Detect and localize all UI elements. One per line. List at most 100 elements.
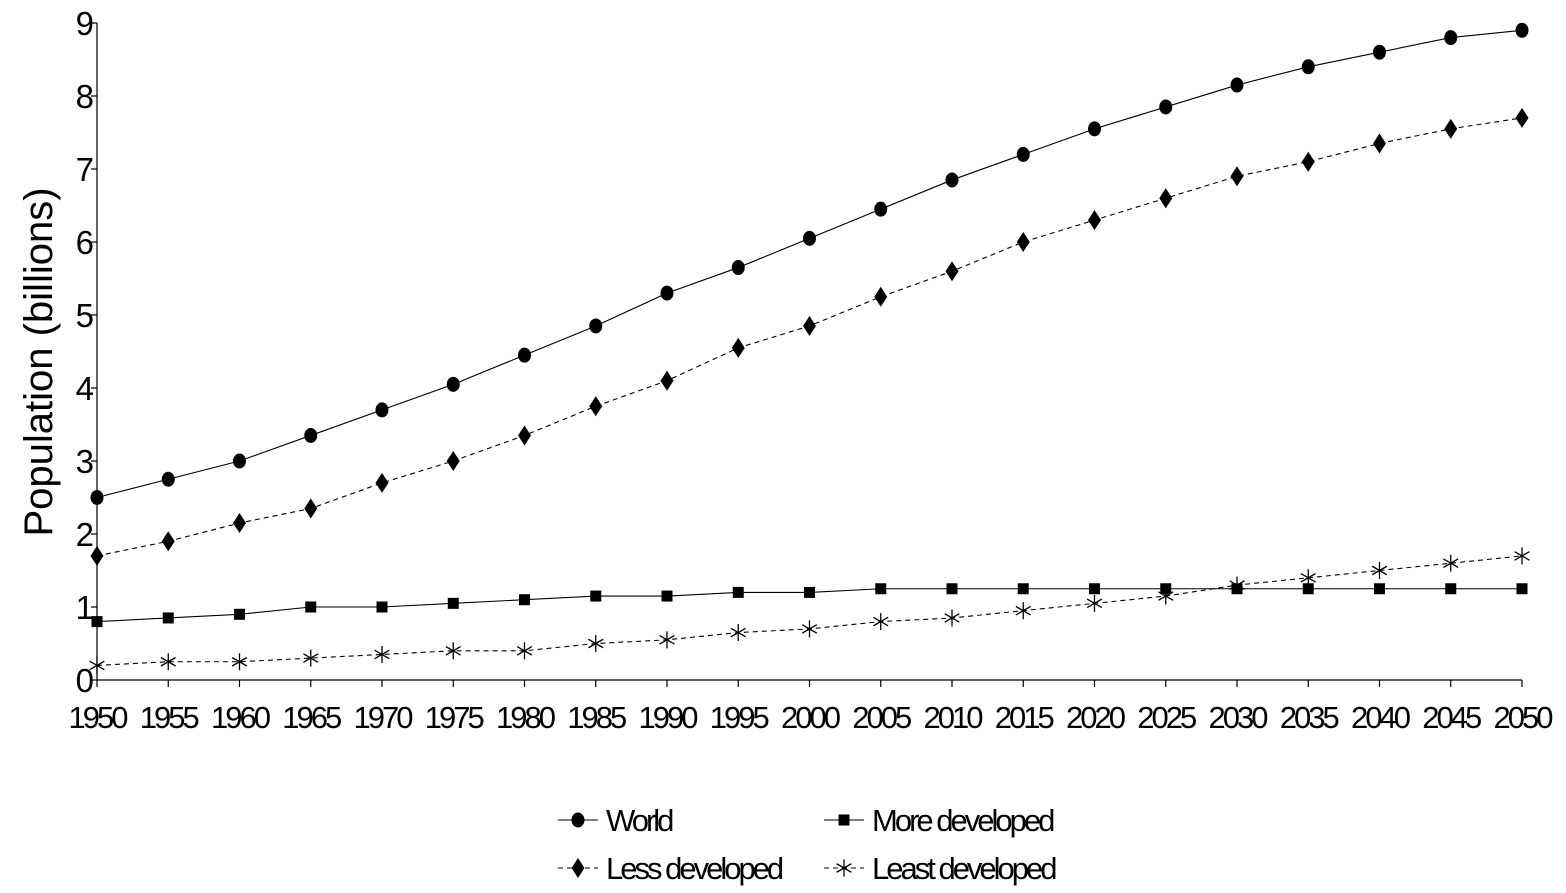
y-tick-label: 2 xyxy=(76,516,94,553)
x-tick-label: 1990 xyxy=(639,700,699,735)
x-tick-label: 2040 xyxy=(1351,700,1411,735)
data-point-world xyxy=(375,402,389,418)
data-point-less-developed xyxy=(446,451,460,471)
data-point-less-developed xyxy=(161,531,175,552)
data-point-more-developed xyxy=(590,590,602,602)
data-point-more-developed xyxy=(1516,583,1528,595)
x-tick-label: 1975 xyxy=(425,700,484,735)
data-point-less-developed xyxy=(1230,166,1244,187)
data-point-world xyxy=(589,318,603,334)
data-point-less-developed xyxy=(304,498,318,519)
y-tick-label: 3 xyxy=(76,443,94,480)
legend-label: World xyxy=(606,803,673,838)
y-tick-label: 4 xyxy=(76,370,94,407)
legend-label: Less developed xyxy=(606,851,783,886)
data-point-world xyxy=(803,230,816,246)
data-point-least-developed xyxy=(516,642,533,660)
x-tick-label: 1970 xyxy=(354,700,414,735)
data-point-world xyxy=(1016,146,1030,162)
x-tick-label: 1995 xyxy=(710,700,769,735)
legend-marker-less-developed xyxy=(571,858,585,878)
x-tick-label: 1955 xyxy=(140,700,199,735)
data-point-more-developed xyxy=(661,590,673,602)
data-point-less-developed xyxy=(803,315,816,336)
data-point-least-developed xyxy=(303,649,319,667)
y-tick-label: 8 xyxy=(76,78,94,115)
data-point-least-developed xyxy=(1300,569,1316,587)
data-point-world xyxy=(90,490,104,505)
series-world xyxy=(90,22,1529,505)
y-tick-label: 1 xyxy=(76,589,94,626)
x-tick-label: 2005 xyxy=(852,700,911,735)
data-point-world xyxy=(1230,77,1244,93)
legend-item-more-developed: More developed xyxy=(824,803,1057,838)
y-tick-label: 5 xyxy=(76,297,94,334)
data-point-world xyxy=(731,260,745,276)
data-point-less-developed xyxy=(1088,210,1101,231)
legend-marker-least-developed xyxy=(836,859,852,877)
data-point-less-developed xyxy=(375,472,389,493)
legend: World More developed Less developed Least d… xyxy=(558,803,1059,886)
data-point-least-developed xyxy=(801,620,818,638)
data-point-least-developed xyxy=(659,631,675,649)
axes: 0 1 2 3 4 5 6 7 8 9 1950 1955 1960 1965 1970 1975 1980 19… xyxy=(69,5,1557,735)
data-point-more-developed xyxy=(1445,583,1457,595)
series-group xyxy=(89,22,1530,674)
data-point-less-developed xyxy=(731,337,745,358)
data-point-least-developed xyxy=(374,645,390,663)
data-point-more-developed xyxy=(1017,583,1029,595)
data-point-more-developed xyxy=(875,583,887,595)
data-point-world xyxy=(945,172,959,188)
data-point-more-developed xyxy=(447,597,459,609)
data-point-least-developed xyxy=(1086,594,1103,612)
data-point-least-developed xyxy=(944,609,960,627)
legend-label: Least developed xyxy=(872,851,1056,886)
y-axis-label: Population (billions) xyxy=(17,187,61,536)
data-point-world xyxy=(1444,30,1458,46)
data-point-world xyxy=(1088,121,1101,137)
data-point-least-developed xyxy=(231,653,248,671)
data-point-least-developed xyxy=(588,635,604,652)
x-tick-label: 2010 xyxy=(924,700,984,735)
series-line-less-developed xyxy=(96,117,1523,557)
data-point-world xyxy=(1159,99,1173,115)
series-line-world xyxy=(96,29,1523,499)
data-point-less-developed xyxy=(1444,118,1458,139)
data-point-more-developed xyxy=(305,601,317,613)
x-tick-label: 1985 xyxy=(567,700,626,735)
data-point-world xyxy=(233,453,246,469)
data-point-least-developed xyxy=(445,642,461,660)
data-point-world xyxy=(874,201,888,217)
data-point-more-developed xyxy=(376,601,388,613)
x-tick-label: 1965 xyxy=(282,700,341,735)
x-tick-label: 1960 xyxy=(211,700,271,735)
data-point-less-developed xyxy=(518,425,531,446)
series-less-developed xyxy=(90,107,1529,566)
x-tick-label: 2045 xyxy=(1422,700,1481,735)
data-point-world xyxy=(446,376,460,392)
data-point-more-developed xyxy=(1302,583,1314,595)
data-point-more-developed xyxy=(804,586,815,598)
data-point-least-developed xyxy=(1371,562,1388,579)
data-point-more-developed xyxy=(1089,583,1100,595)
legend-item-less-developed: Less developed xyxy=(558,851,786,886)
x-tick-label: 1950 xyxy=(69,700,129,735)
data-point-world xyxy=(1515,22,1529,38)
data-point-world xyxy=(1373,44,1386,60)
legend-item-least-developed: Least developed xyxy=(824,851,1059,886)
data-point-less-developed xyxy=(1016,232,1030,252)
data-point-less-developed xyxy=(589,396,603,417)
data-point-less-developed xyxy=(1373,133,1386,154)
legend-marker-world xyxy=(571,812,585,828)
series-least-developed xyxy=(89,547,1530,674)
data-point-more-developed xyxy=(1374,583,1385,595)
data-point-least-developed xyxy=(89,656,105,674)
y-tick-label: 6 xyxy=(76,224,94,261)
x-tick-label: 2025 xyxy=(1137,700,1196,735)
x-tick-label: 2015 xyxy=(995,700,1054,735)
data-point-more-developed xyxy=(946,583,958,595)
x-tick-label: 2020 xyxy=(1066,700,1126,735)
data-point-more-developed xyxy=(234,608,245,620)
data-point-more-developed xyxy=(732,586,744,598)
